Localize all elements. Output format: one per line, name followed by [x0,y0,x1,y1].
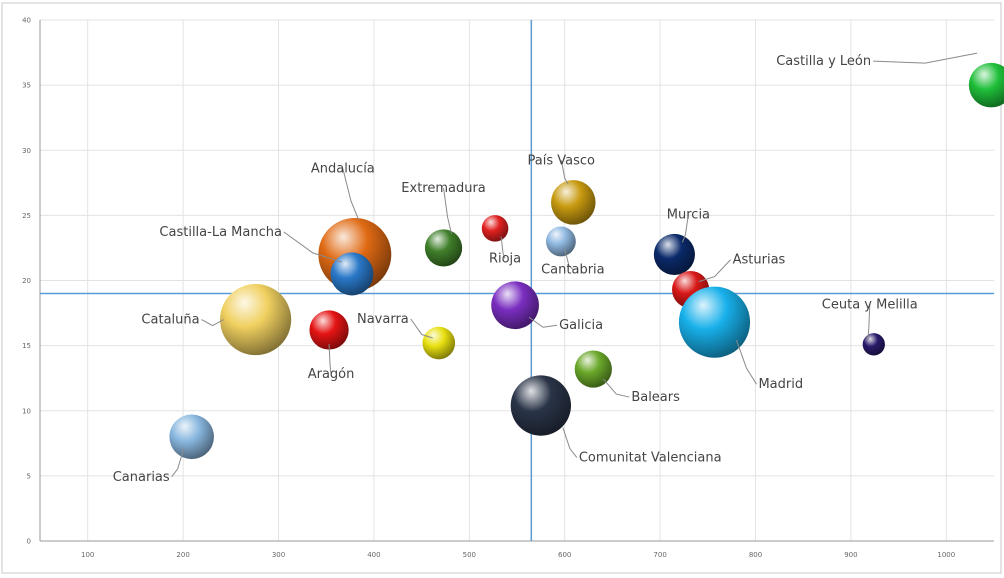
bubble [678,286,751,358]
bubble-label: Ceuta y Melilla [822,297,918,312]
bubble [422,326,456,360]
bubble-label: Balears [631,390,680,405]
x-tick-label: 200 [176,551,189,559]
bubble-labels: Castilla y León Andalucía Extremadura País … [113,52,978,485]
y-tick-label: 5 [27,472,31,480]
y-tick-label: 30 [22,147,31,155]
bubble-label: Castilla-La Mancha [159,225,282,240]
bubbles [169,62,1004,460]
x-tick-label: 700 [653,551,666,559]
bubble-label: Comunitat Valenciana [579,451,722,466]
bubble [424,229,463,267]
y-tick-label: 35 [22,82,31,90]
bubble [510,375,572,436]
bubble-label: Extremadura [401,181,486,196]
bubble-label: Cantabria [541,262,605,277]
bubble-label: País Vasco [528,153,596,168]
y-tick-label: 20 [22,277,31,285]
leader-line [410,318,433,339]
leader-line [328,343,332,375]
bubble-label: Madrid [758,377,803,392]
y-tick-label: 15 [22,342,31,350]
bubble [330,252,374,296]
bubble-label: Aragón [308,367,355,382]
y-tick-label: 10 [22,407,31,415]
leader-line [736,340,757,385]
x-tick-label: 800 [749,551,762,559]
x-tick-label: 400 [367,551,380,559]
bubble [968,62,1004,108]
leader-line [560,160,569,185]
bubble-label: Navarra [357,312,409,327]
bubble [862,333,885,356]
bubble [551,180,596,225]
axes [39,20,994,542]
leader-line [873,52,978,64]
x-tick-label: 900 [844,551,857,559]
bubble [169,414,214,460]
leader-line [443,187,453,235]
y-tick-label: 40 [22,17,31,25]
bubble [491,281,539,330]
x-tick-label: 1000 [937,551,955,559]
gridlines [40,19,994,542]
bubble [653,233,695,276]
bubble-label: Canarias [113,470,170,485]
leader-line [201,319,224,327]
bubble-label: Castilla y León [776,54,871,69]
bubble-label: Galicia [559,318,603,333]
leader-line [867,304,871,341]
y-tick-label: 25 [22,212,31,220]
leader-line [681,214,689,243]
x-tick-label: 100 [81,551,94,559]
bubble-label: Rioja [489,251,521,266]
leader-line [698,259,731,283]
bubble-label: Andalucía [311,161,375,176]
bubble-label: Asturias [733,253,786,268]
leader-line [528,316,558,328]
leader-line [564,249,574,270]
leader-line [500,236,506,259]
bubble [481,215,509,242]
bubble [220,283,292,356]
leader-line [283,231,343,263]
leader-line [171,448,185,478]
bubble-label: Murcia [667,207,710,222]
bubble-label: Cataluña [141,313,199,328]
x-tick-label: 300 [272,551,285,559]
bubble [574,350,612,388]
leader-line [342,168,360,221]
tick-labels: 0 5 10 15 20 25 30 35 40 100 200 300 400 500 600 700 800… [22,17,955,560]
x-tick-label: 500 [463,551,476,559]
leader-line [562,427,578,458]
y-tick-label: 0 [27,538,31,546]
leader-line [602,378,630,398]
bubble [309,310,349,350]
x-tick-label: 600 [558,551,571,559]
bubble [545,226,576,257]
